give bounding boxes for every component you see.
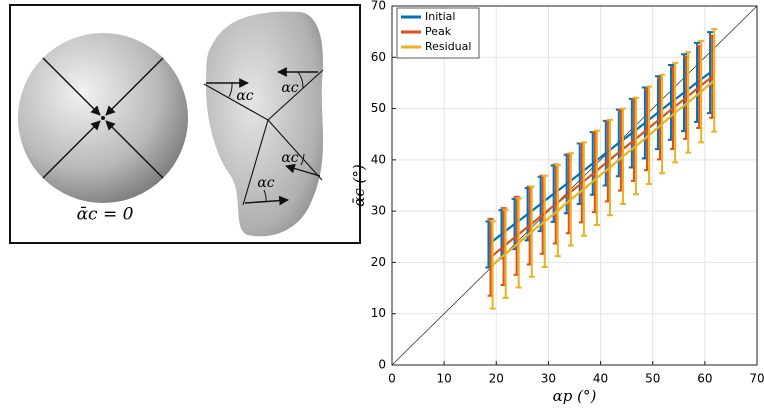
y-tick-label: 70 — [371, 0, 386, 13]
x-tick-label: 70 — [749, 372, 764, 386]
rock-lines — [203, 69, 324, 206]
x-tick-label: 10 — [437, 372, 452, 386]
angle-label: αc — [236, 88, 253, 104]
sphere-arrows — [42, 57, 164, 179]
legend-label: Residual — [425, 40, 471, 53]
x-tick-label: 60 — [697, 372, 712, 386]
y-axis-label: ᾱc (°) — [350, 164, 368, 207]
x-axis-label: αp (°) — [553, 387, 597, 405]
rock-arrows — [206, 67, 321, 206]
angle-label: αc — [281, 150, 298, 166]
legend-label: Peak — [425, 25, 452, 38]
y-tick-label: 0 — [378, 358, 386, 372]
x-tick-label: 50 — [645, 372, 660, 386]
y-tick-label: 50 — [371, 101, 386, 115]
series-line — [491, 79, 715, 266]
axes-box — [391, 5, 758, 366]
legend-label: Initial — [425, 10, 455, 23]
y-tick-label: 40 — [371, 152, 386, 166]
diagram-panel: ᾱc = 0 αc αc αc αc — [9, 4, 361, 244]
x-tick-label: 40 — [593, 372, 608, 386]
error-bar — [711, 28, 718, 133]
angle-label: αc — [257, 175, 274, 191]
sphere-label: ᾱc = 0 — [77, 205, 134, 225]
sphere-center — [101, 116, 105, 120]
y-tick-label: 60 — [371, 50, 386, 64]
angle-label: αc — [281, 80, 298, 96]
x-tick-label: 30 — [541, 372, 556, 386]
x-tick-label: 0 — [388, 372, 396, 386]
y-tick-label: 10 — [371, 306, 386, 320]
rock — [205, 11, 324, 237]
angle-arcs — [228, 71, 305, 203]
y-tick-label: 20 — [371, 255, 386, 269]
x-tick-label: 20 — [489, 372, 504, 386]
chart: 0 10 20 30 40 50 60 70 0 10 20 30 40 50 60 70 αp (°) ᾱc (… — [350, 0, 764, 405]
y-tick-label: 30 — [371, 204, 386, 218]
